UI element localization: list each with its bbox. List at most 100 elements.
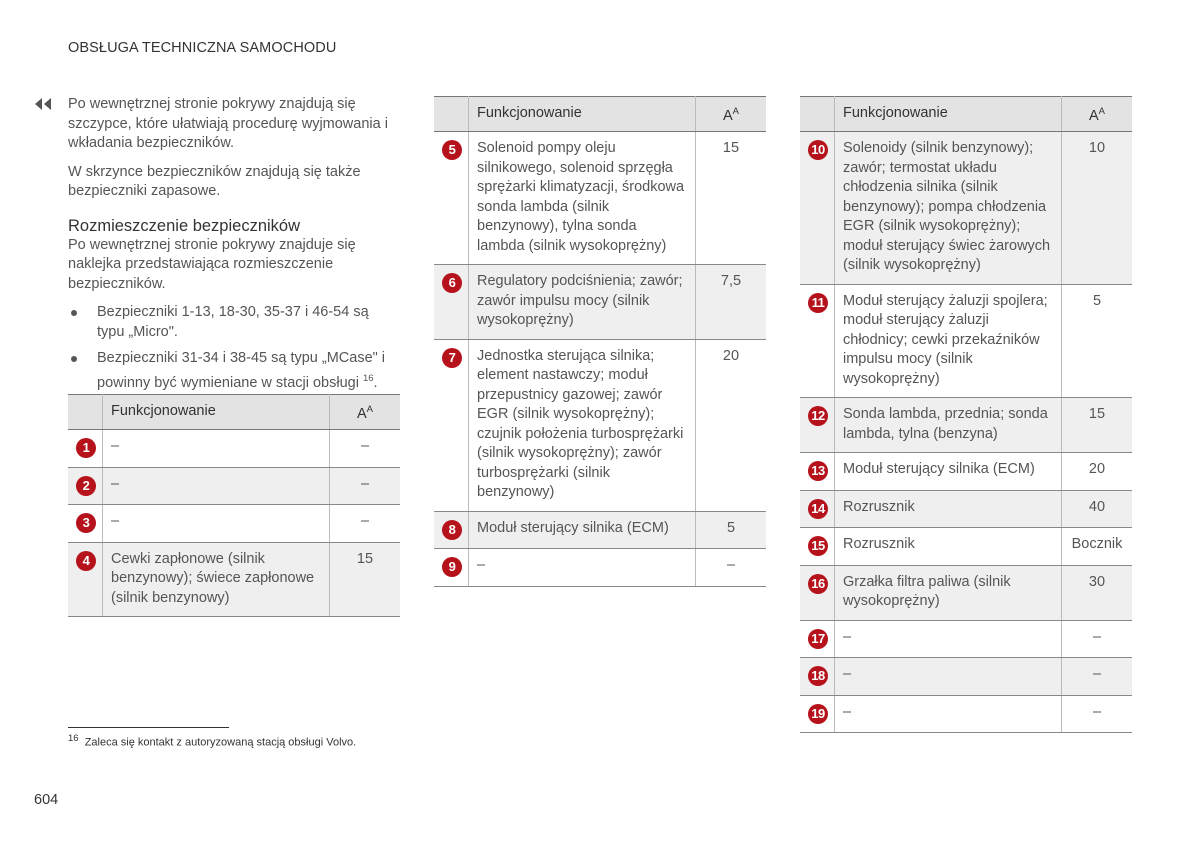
footnote-rule bbox=[68, 727, 229, 728]
header-amp-sup: A bbox=[366, 403, 373, 415]
number-cell: 19 bbox=[800, 695, 835, 733]
header-cell bbox=[434, 96, 469, 132]
number-cell: 10 bbox=[800, 131, 835, 285]
function-cell: – bbox=[102, 504, 330, 543]
header-amp: A bbox=[356, 405, 367, 422]
function-cell: – bbox=[102, 467, 330, 505]
paragraph: Po wewnętrznej stronie pokrywy znajduje … bbox=[68, 236, 356, 292]
function-cell: – bbox=[468, 548, 696, 587]
amp-cell: 10 bbox=[1061, 131, 1132, 285]
amp-cell: 15 bbox=[695, 131, 766, 265]
fuse-badge: 7 bbox=[442, 347, 462, 368]
function-cell: – bbox=[834, 657, 1062, 696]
row: 9– – bbox=[434, 548, 766, 587]
row: 11 Moduł sterujący żaluzji spojlera; modu… bbox=[800, 284, 1132, 398]
header-cell: Funkcjonowanie bbox=[102, 394, 330, 430]
function-cell: – bbox=[834, 695, 1062, 733]
fuse-badge: 10 bbox=[808, 140, 828, 160]
fuse-table: Funkcjonowanie AA 10 Solenoidy (silnik benz… bbox=[800, 96, 1132, 733]
bullet-text: Bezpieczniki 31-34 i 38-45 są typu „MCas… bbox=[97, 350, 386, 391]
amp-cell: 5 bbox=[695, 511, 766, 549]
function-cell: Solenoid pompy oleju silnikowego, soleno… bbox=[468, 131, 696, 265]
fuse-badge: 13 bbox=[808, 461, 828, 481]
row: 3– – bbox=[68, 504, 400, 543]
header-cell: AA bbox=[695, 96, 766, 132]
number-cell: 15 bbox=[800, 527, 835, 566]
fuse-badge: 2 bbox=[76, 475, 96, 496]
function-cell: Moduł sterujący silnika (ECM) bbox=[468, 511, 696, 549]
number-cell: 7 bbox=[434, 339, 469, 512]
header-row: Funkcjonowanie AA bbox=[68, 394, 400, 430]
header-title: OBSŁUGA TECHNICZNA SAMOCHODU bbox=[68, 40, 337, 56]
footnote-text: Zaleca się kontakt z autoryzowaną stacją… bbox=[84, 736, 357, 749]
row: 1– – bbox=[68, 429, 400, 468]
fuse-badge: 1 bbox=[76, 438, 96, 458]
table: Funkcjonowanie AA 5 Solenoid pompy oleju si… bbox=[434, 96, 766, 587]
header-amp-sup: A bbox=[732, 105, 739, 117]
amp-cell: – bbox=[329, 429, 400, 468]
function-cell: Cewki zapłonowe (silnik benzynowy); świe… bbox=[102, 542, 330, 617]
row: 10 Solenoidy (silnik benzynowy); zawór; t… bbox=[800, 131, 1132, 285]
amp-cell: – bbox=[329, 467, 400, 505]
number-cell: 5 bbox=[434, 131, 469, 265]
section-heading: Rozmieszczenie bezpieczników bbox=[68, 216, 301, 235]
amp-cell: Bocznik bbox=[1061, 527, 1132, 566]
number-cell: 16 bbox=[800, 565, 835, 621]
row: 7 Jednostka sterująca silnika; element na… bbox=[434, 339, 766, 512]
fuse-badge: 6 bbox=[442, 273, 462, 293]
function-cell: Rozrusznik bbox=[834, 490, 1062, 528]
row: 14 Rozrusznik 40 bbox=[800, 490, 1132, 528]
header-row: Funkcjonowanie AA bbox=[800, 96, 1132, 132]
number-cell: 17 bbox=[800, 620, 835, 658]
fuse-badge: 5 bbox=[442, 140, 462, 160]
header-cell bbox=[800, 96, 835, 132]
bullet: Bezpieczniki 31-34 i 38-45 są typu „MCas… bbox=[68, 349, 400, 393]
footnote-number: 16 bbox=[68, 733, 79, 744]
amp-cell: – bbox=[329, 504, 400, 543]
function-cell: – bbox=[834, 620, 1062, 658]
fuse-badge: 3 bbox=[76, 513, 96, 533]
bullet-list: Bezpieczniki 1-13, 18-30, 35-37 i 46-54 … bbox=[68, 303, 400, 393]
header-cell bbox=[68, 394, 103, 430]
function-cell: – bbox=[102, 429, 330, 468]
row: 16 Grzałka filtra paliwa (silnik wysokopr… bbox=[800, 565, 1132, 621]
row: 6 Regulatory podciśnienia; zawór; zawór i… bbox=[434, 264, 766, 340]
footnote-ref: 16 bbox=[362, 372, 374, 384]
header-amp: A bbox=[1088, 107, 1099, 124]
fuse-badge: 17 bbox=[808, 628, 828, 649]
number-cell: 6 bbox=[434, 264, 469, 340]
number-cell: 14 bbox=[800, 490, 835, 528]
fuse-badge: 16 bbox=[808, 573, 828, 594]
row: 18– – bbox=[800, 657, 1132, 696]
amp-cell: – bbox=[1061, 657, 1132, 696]
amp-cell: 20 bbox=[695, 339, 766, 512]
fuse-badge: 14 bbox=[808, 498, 828, 519]
amp-cell: – bbox=[1061, 620, 1132, 658]
number-cell: 8 bbox=[434, 511, 469, 549]
row: 12 Sonda lambda, przednia; sonda lambda, … bbox=[800, 397, 1132, 453]
number-cell: 3 bbox=[68, 504, 103, 543]
amp-cell: 15 bbox=[1061, 397, 1132, 453]
number-cell: 11 bbox=[800, 284, 835, 398]
amp-cell: 40 bbox=[1061, 490, 1132, 528]
row: 17– – bbox=[800, 620, 1132, 658]
number-cell: 13 bbox=[800, 452, 835, 491]
function-cell: Moduł sterujący żaluzji spojlera; moduł … bbox=[834, 284, 1062, 398]
number-cell: 18 bbox=[800, 657, 835, 696]
amp-cell: 7,5 bbox=[695, 264, 766, 340]
function-cell: Regulatory podciśnienia; zawór; zawór im… bbox=[468, 264, 696, 340]
fuse-badge: 11 bbox=[808, 292, 828, 313]
amp-cell: – bbox=[1061, 695, 1132, 733]
amp-cell: 30 bbox=[1061, 565, 1132, 621]
row: 5 Solenoid pompy oleju silnikowego, solen… bbox=[434, 131, 766, 265]
number-cell: 4 bbox=[68, 542, 103, 617]
bullet-text: . bbox=[373, 374, 378, 391]
function-cell: Rozrusznik bbox=[834, 527, 1062, 566]
row: 4 Cewki zapłonowe (silnik benzynowy); świ… bbox=[68, 542, 400, 617]
page-number: 604 bbox=[34, 792, 59, 808]
function-cell: Grzałka filtra paliwa (silnik wysokopręż… bbox=[834, 565, 1062, 621]
fuse-badge: 15 bbox=[808, 536, 828, 556]
fuse-badge: 12 bbox=[808, 406, 828, 426]
header-amp: A bbox=[722, 107, 733, 124]
